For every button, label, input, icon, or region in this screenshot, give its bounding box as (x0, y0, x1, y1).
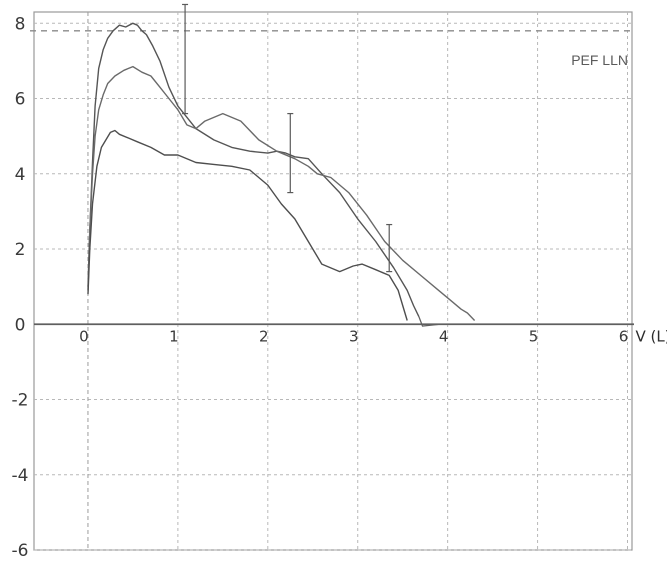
y-tick-label: 0 (15, 315, 26, 335)
grid (33, 11, 633, 551)
error-bar (182, 3, 189, 115)
x-tick-label: 6 (619, 327, 629, 345)
x-tick-label: 5 (529, 327, 539, 345)
tick-labels: 8 6 4 2 0 -2 -4 -6 0 1 2 3 4 5 6 (12, 14, 629, 561)
y-tick-label: 4 (15, 165, 26, 185)
series-line-3 (87, 129, 408, 321)
error-bars (182, 3, 393, 273)
series-line-1 (87, 22, 420, 318)
x-tick-label: 2 (259, 327, 269, 345)
series-tail (418, 316, 439, 327)
series-lines (87, 22, 476, 327)
y-tick-label: -2 (12, 391, 29, 411)
y-tick-label: 6 (15, 90, 26, 110)
series-line-2 (87, 65, 476, 321)
error-bar (287, 112, 294, 194)
axes (30, 12, 634, 550)
y-tick-label: -4 (12, 466, 29, 486)
y-tick-label: 2 (15, 240, 26, 260)
y-tick-label: 8 (15, 14, 26, 34)
x-tick-label: 3 (349, 327, 359, 345)
plot-frame (33, 11, 633, 551)
x-axis-label: V (L) (636, 327, 667, 345)
reference-line-label: PEF LLN (571, 52, 628, 68)
y-tick-label: -6 (12, 541, 29, 561)
x-tick-label: 0 (79, 327, 89, 345)
error-bar (386, 223, 393, 273)
x-tick-label: 1 (169, 327, 179, 345)
x-tick-label: 4 (439, 327, 449, 345)
